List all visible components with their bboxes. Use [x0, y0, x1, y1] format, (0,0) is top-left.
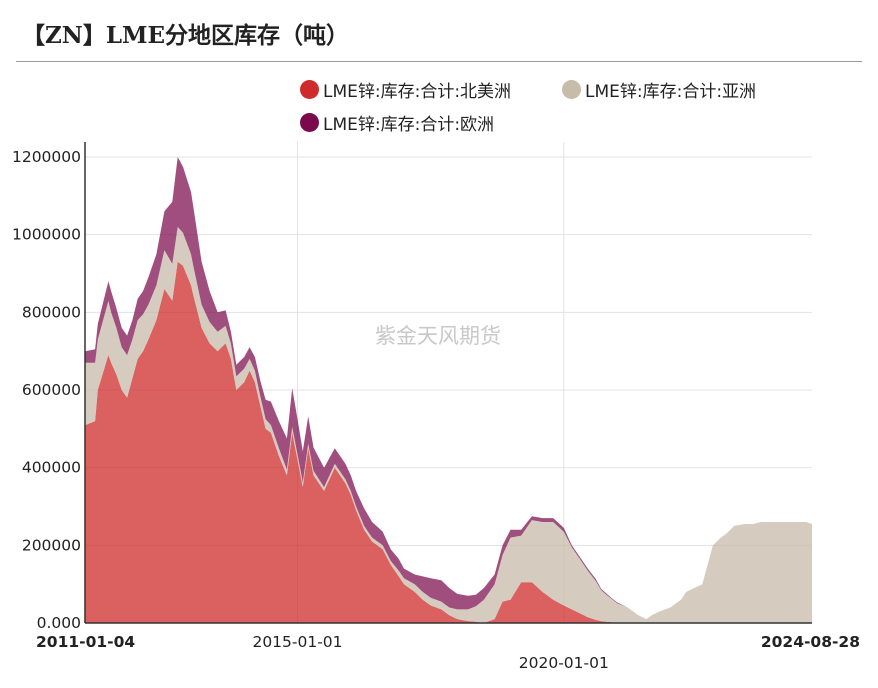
area-series-asia	[85, 226, 812, 623]
y-tick-label: 400000	[22, 459, 81, 477]
legend-item-north-america[interactable]: LME锌:库存:合计:北美洲	[300, 77, 511, 102]
area-series	[85, 157, 812, 623]
x-tick-label: 2024-08-28	[761, 633, 860, 651]
area-series-north-america	[85, 261, 812, 623]
x-tick-label: 2020-01-01	[519, 654, 609, 672]
legend-label-north-america: LME锌:库存:合计:北美洲	[323, 82, 512, 102]
legend-marker-north-america	[300, 80, 319, 99]
title-divider	[16, 61, 862, 62]
axes: 0.000 200000 400000 600000 800000 1000000 1200…	[12, 142, 860, 672]
chart-title: 【ZN】LME分地区库存（吨）	[22, 22, 349, 49]
legend-item-asia[interactable]: LME锌:库存:合计:亚洲	[562, 77, 756, 102]
legend-label-asia: LME锌:库存:合计:亚洲	[585, 82, 757, 102]
y-tick-label: 600000	[22, 381, 81, 399]
x-tick-label: 2011-01-04	[36, 633, 135, 651]
legend-item-europe[interactable]: LME锌:库存:合计:欧洲	[300, 110, 494, 135]
watermark-text: 紫金天风期货	[375, 324, 501, 348]
legend-marker-asia	[562, 80, 581, 99]
y-tick-label: 200000	[22, 536, 81, 554]
y-tick-label: 1000000	[12, 226, 81, 244]
y-tick-label: 1200000	[12, 148, 81, 166]
y-tick-label: 800000	[22, 303, 81, 321]
x-tick-label: 2015-01-01	[252, 633, 342, 651]
y-tick-label: 0.000	[37, 614, 81, 632]
legend-marker-europe	[300, 113, 319, 132]
legend-label-europe: LME锌:库存:合计:欧洲	[323, 115, 495, 135]
